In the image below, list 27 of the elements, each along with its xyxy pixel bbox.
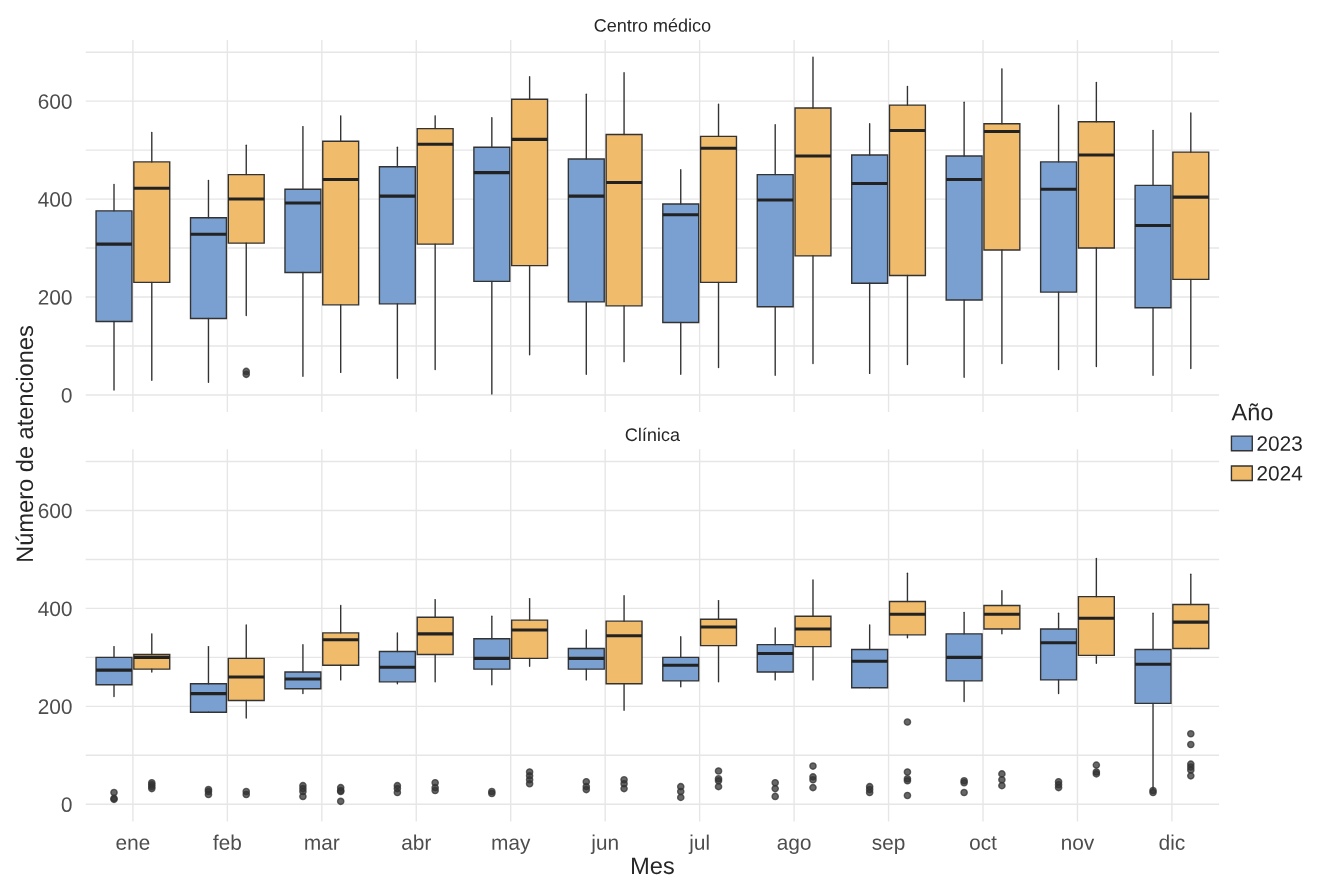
legend-label: 2023 [1257,436,1302,451]
x-tick-label: jun [590,834,618,855]
x-tick-label: feb [213,834,241,850]
y-axis-title: Número de atenciones [15,326,34,561]
y-tick-label: 600 [38,503,72,519]
y-tick-label: 600 [38,94,72,109]
x-tick-label: sep [872,838,905,855]
y-tick-label: 0 [61,387,72,403]
x-tick-label: oct [969,836,997,850]
chart-title: Clínica [625,427,680,442]
y-tick-label: 400 [38,192,72,207]
x-tick-label: mar [305,838,340,850]
chart-title: Centro médico [594,18,711,32]
y-tick-label: 400 [38,601,72,617]
x-tick-label: jul [688,834,709,855]
y-tick-label: 0 [61,797,72,813]
x-tick-label: ago [777,838,811,855]
legend-label: 2024 [1257,465,1303,481]
x-axis-title: Mes [632,857,674,875]
legend-title: Año [1231,403,1273,421]
x-tick-label: dic [1159,834,1185,850]
y-tick-label: 200 [38,290,72,305]
x-tick-label: ene [116,838,150,850]
x-tick-label: nov [1062,838,1095,850]
x-tick-label: may [492,838,531,855]
y-tick-label: 200 [38,699,72,715]
x-tick-label: abr [402,834,431,850]
